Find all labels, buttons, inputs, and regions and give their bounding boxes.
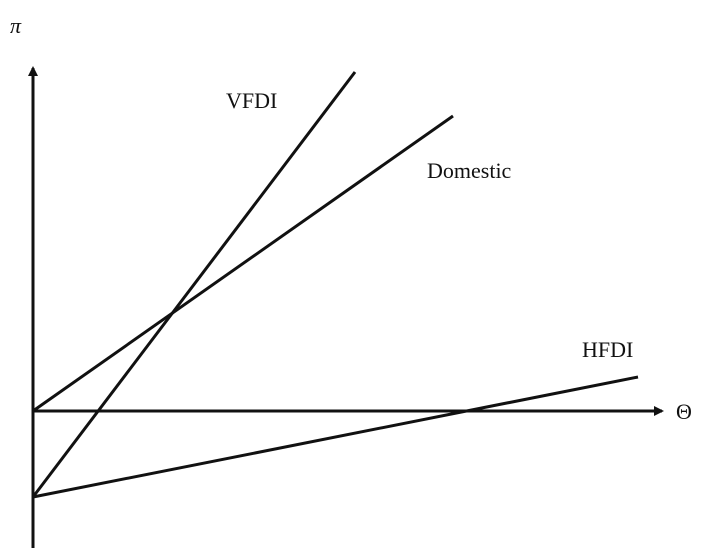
vfdi-line	[31, 71, 357, 498]
domestic-line	[32, 114, 454, 413]
x-axis-label: Θ	[676, 399, 692, 424]
y-axis-label: π	[10, 13, 22, 38]
line-label: Domestic	[427, 158, 512, 183]
line-label: VFDI	[226, 88, 277, 113]
hfdi-line	[32, 375, 639, 499]
line-label: HFDI	[582, 337, 633, 362]
